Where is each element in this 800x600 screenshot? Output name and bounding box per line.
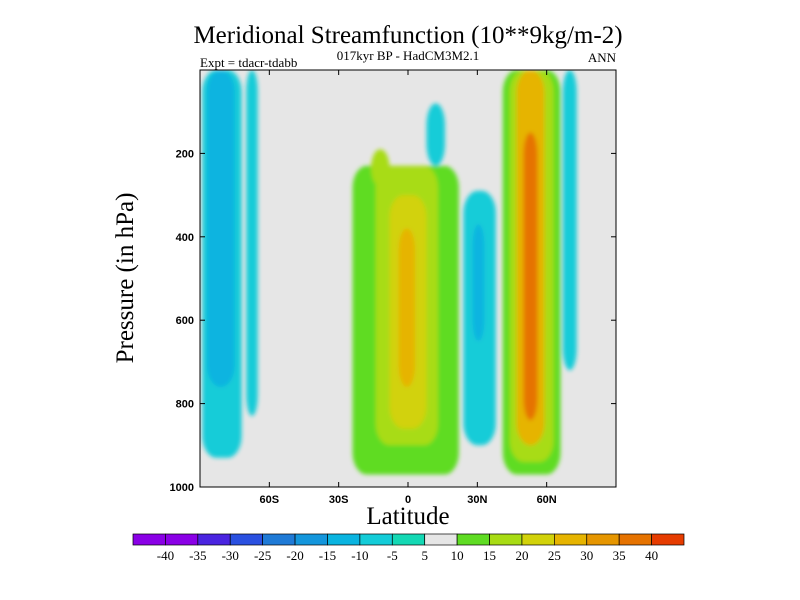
colorbar-label: -15	[319, 548, 336, 563]
colorbar-label: -25	[254, 548, 271, 563]
region-tropical-cap	[371, 149, 390, 187]
contour-fill-regions	[202, 70, 577, 475]
y-tick-label: 800	[176, 399, 194, 411]
colorbar-swatch	[262, 533, 296, 546]
y-axis-label: Pressure (in hPa)	[112, 193, 139, 364]
region-upper-small	[426, 103, 445, 166]
colorbar-label: 40	[645, 548, 658, 563]
colorbar-swatch	[424, 533, 458, 546]
y-tick-label: 200	[176, 148, 194, 160]
colorbar-swatch	[229, 533, 263, 546]
y-tick-label: 600	[176, 315, 194, 327]
region-cell-0-core	[398, 228, 415, 387]
x-axis-label: Latitude	[366, 503, 449, 530]
colorbar	[132, 533, 685, 546]
colorbar-swatch	[391, 533, 426, 546]
colorbar-label: -20	[286, 548, 303, 563]
season-label: ANN	[588, 50, 617, 65]
colorbar-swatch	[554, 533, 588, 546]
colorbar-label: -30	[222, 548, 239, 563]
colorbar-swatch	[327, 533, 361, 546]
colorbar-label: 25	[548, 548, 561, 563]
colorbar-label: 20	[515, 548, 528, 563]
colorbar-swatch	[456, 533, 490, 546]
colorbar-swatch	[359, 533, 393, 546]
y-axis-ticks: 200 400 600 800 1000	[170, 148, 616, 494]
colorbar-labels: -40 -35 -30 -25 -20 -15 -10 -5 5 10 15 20 25 30 35 40	[157, 548, 658, 563]
chart-subtitle: 017kyr BP - HadCM3M2.1	[337, 48, 480, 63]
x-tick-label: 0	[405, 494, 411, 506]
colorbar-swatch	[197, 533, 231, 546]
region-band-30N-core	[472, 224, 485, 342]
x-tick-label: 60S	[260, 494, 280, 506]
x-axis-ticks: 60S 30S 0 30N 60N	[260, 70, 557, 506]
colorbar-swatch	[165, 533, 199, 546]
colorbar-label: -40	[157, 548, 174, 563]
colorbar-swatch	[132, 533, 166, 546]
colorbar-swatch	[489, 533, 523, 546]
region-cell-60N-core	[523, 132, 538, 421]
colorbar-swatch	[294, 533, 328, 546]
colorbar-label: -10	[351, 548, 368, 563]
colorbar-label: -35	[189, 548, 206, 563]
colorbar-label: 10	[451, 548, 464, 563]
y-tick-label: 1000	[170, 482, 194, 494]
colorbar-label: -5	[387, 548, 398, 563]
y-tick-label: 400	[176, 232, 194, 244]
colorbar-label: 30	[580, 548, 593, 563]
colorbar-swatch	[521, 533, 555, 546]
region-band-60S-thin	[246, 70, 258, 417]
colorbar-label: 35	[613, 548, 626, 563]
colorbar-label: 15	[483, 548, 496, 563]
colorbar-label: 5	[421, 548, 428, 563]
x-tick-label: 30N	[467, 494, 487, 506]
region-band-60S-core	[206, 70, 235, 387]
colorbar-swatch	[618, 533, 652, 546]
experiment-label: Expt = tdacr-tdabb	[200, 55, 297, 70]
chart-title: Meridional Streamfunction (10**9kg/m-2)	[193, 22, 622, 49]
x-tick-label: 30S	[329, 494, 349, 506]
colorbar-swatch	[586, 533, 620, 546]
colorbar-swatch	[651, 533, 685, 546]
x-tick-label: 60N	[537, 494, 557, 506]
region-band-70N	[562, 70, 577, 371]
